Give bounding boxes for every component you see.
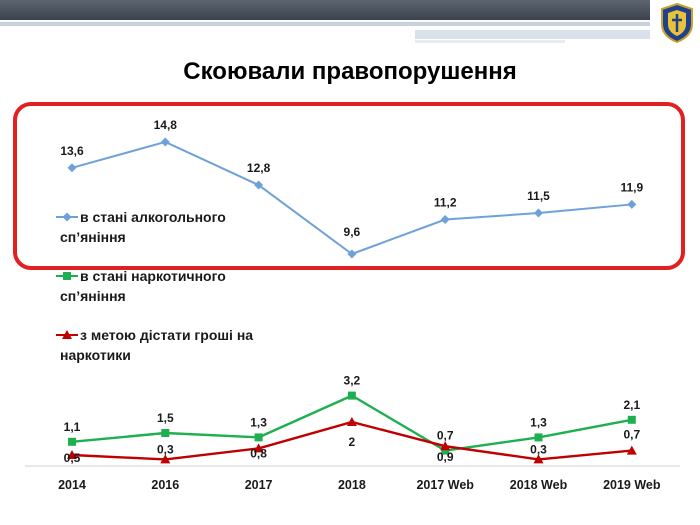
x-tick-label: 2017 (245, 478, 273, 492)
data-label: 1,5 (157, 411, 174, 425)
x-tick-label: 2018 Web (510, 478, 568, 492)
data-label: 0,7 (623, 428, 640, 442)
legend-money: з метою дістати гроші на (80, 327, 253, 343)
diamond-marker (627, 199, 637, 209)
data-label: 0,3 (530, 442, 547, 456)
legend-alcohol: в стані алкогольного (80, 209, 226, 225)
triangle-marker (160, 454, 171, 464)
data-label: 12,8 (247, 161, 271, 175)
diamond-marker (160, 137, 170, 147)
data-label: 1,1 (64, 420, 81, 434)
legend-drugs: сп’яніння (60, 288, 126, 304)
header-bar (0, 0, 650, 20)
data-label: 2 (349, 435, 356, 449)
highlight-frame (13, 102, 685, 270)
data-label: 11,9 (620, 180, 643, 194)
data-label: 14,8 (154, 118, 178, 132)
legend-alcohol: сп’яніння (60, 229, 126, 245)
header-stripe (0, 22, 650, 26)
x-tick-label: 2014 (58, 478, 86, 492)
square-marker (161, 429, 170, 437)
data-label: 11,5 (527, 189, 550, 203)
data-label: 0,9 (437, 450, 454, 464)
data-label: 3,2 (344, 374, 361, 388)
triangle-marker (67, 450, 77, 459)
square-marker (254, 433, 263, 442)
police-crest-icon (661, 2, 693, 44)
square-marker (68, 437, 76, 446)
legend-drugs: в стані наркотичного (80, 268, 226, 284)
diamond-marker (347, 249, 357, 259)
header-stripe (415, 40, 565, 43)
x-tick-label: 2018 (338, 478, 366, 492)
square-marker (627, 415, 636, 424)
page-title: Скоювали правопорушення (183, 58, 517, 85)
diamond-marker (534, 208, 543, 218)
data-label: 2,1 (623, 398, 640, 412)
data-label: 0,7 (437, 429, 454, 443)
square-marker (63, 272, 71, 280)
square-marker (347, 391, 356, 400)
data-label: 0,5 (64, 451, 81, 465)
legend-money: наркотики (60, 347, 131, 363)
data-label: 11,2 (434, 196, 457, 210)
triangle-marker (533, 454, 544, 464)
triangle-marker (626, 445, 637, 455)
triangle-marker (346, 417, 357, 426)
diamond-marker (254, 180, 264, 190)
data-label: 1,3 (250, 415, 267, 429)
data-label: 0,3 (157, 442, 174, 456)
data-label: 13,6 (60, 144, 84, 158)
data-label: 1,3 (530, 415, 547, 429)
data-label: 0,8 (250, 446, 267, 460)
diamond-marker (67, 163, 77, 173)
data-label: 9,6 (344, 225, 361, 239)
diamond-marker (440, 215, 450, 225)
square-marker (534, 433, 543, 442)
triangle-marker (440, 441, 451, 451)
x-tick-label: 2017 Web (416, 478, 474, 492)
x-tick-label: 2016 (151, 478, 179, 492)
x-tick-label: 2019 Web (603, 478, 661, 492)
triangle-marker (253, 443, 264, 453)
diamond-marker (62, 212, 72, 222)
triangle-marker (62, 330, 72, 339)
header-stripe (415, 30, 650, 39)
square-marker (441, 446, 450, 455)
